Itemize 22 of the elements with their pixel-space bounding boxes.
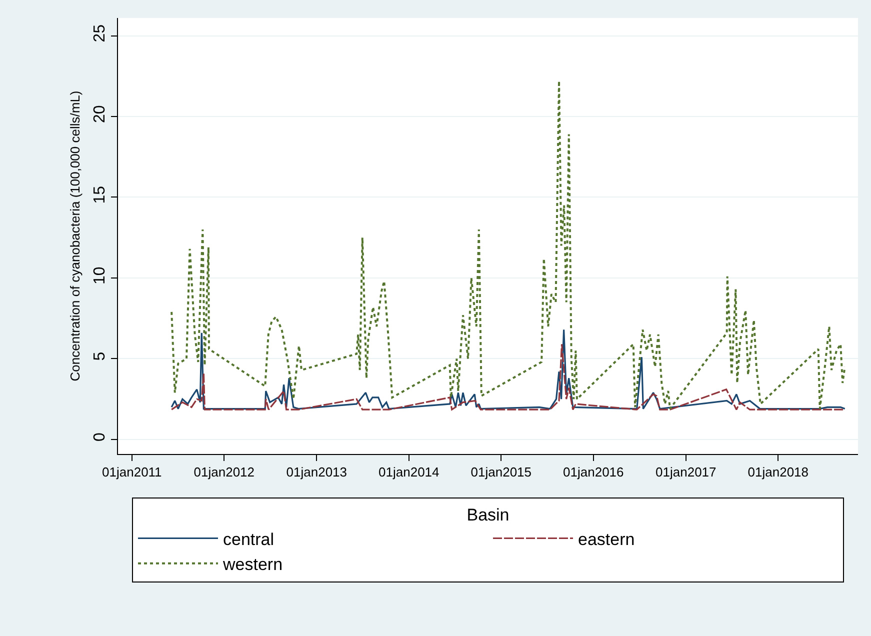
x-tick-label: 01jan2017 (656, 464, 716, 480)
y-tick-label: 0 (92, 432, 109, 442)
line-series (170, 80, 846, 410)
x-tick-label: 01jan2016 (563, 464, 624, 480)
line-series (170, 343, 846, 410)
legend-label: western (222, 554, 283, 574)
legend-title: Basin (466, 506, 510, 525)
line-series (170, 328, 846, 410)
y-tick-label: 25 (92, 24, 109, 42)
legend-label: eastern (578, 530, 635, 549)
y-axis-title: Concentration of cyanobacteria (100,000 cells/mL) (68, 90, 83, 382)
y-tick-label: 15 (92, 186, 109, 204)
legend-label: central (223, 530, 274, 549)
x-tick-label: 01jan2015 (470, 464, 532, 480)
x-tick-label: 01jan2012 (194, 464, 255, 480)
y-tick-label: 10 (92, 266, 109, 284)
x-tick-label: 01jan2014 (378, 464, 440, 480)
y-tick-label: 5 (92, 352, 109, 361)
x-tick-label: 01jan2018 (748, 464, 809, 480)
x-tick-label: 01jan2013 (286, 464, 348, 480)
x-tick-label: 01jan2011 (102, 464, 162, 480)
y-tick-label: 20 (92, 105, 109, 123)
